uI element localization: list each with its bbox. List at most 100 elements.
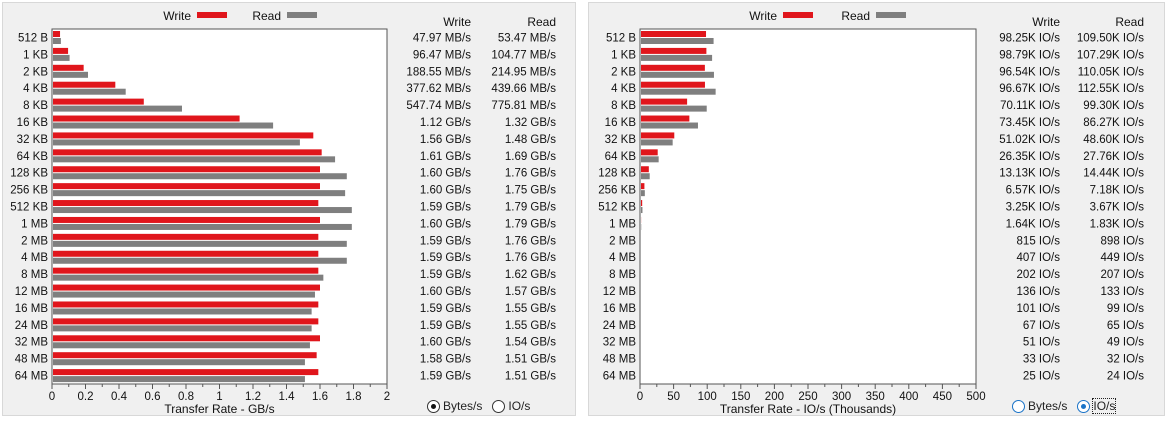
read-value: 207 IO/s <box>1101 269 1145 281</box>
category-label: 2 MB <box>21 235 48 247</box>
category-label: 4 KB <box>611 83 636 95</box>
x-tick-label: 0.6 <box>145 391 161 403</box>
category-label: 1 KB <box>23 49 48 61</box>
read-value: 49 IO/s <box>1107 337 1144 349</box>
write-value: 815 IO/s <box>1017 235 1061 247</box>
category-label: 12 MB <box>603 286 637 298</box>
read-bar <box>641 156 659 162</box>
category-label: 256 KB <box>10 185 48 197</box>
read-bar <box>53 139 300 145</box>
write-value: 101 IO/s <box>1017 303 1061 315</box>
write-value: 13.13K IO/s <box>999 168 1060 180</box>
read-value: 27.76K IO/s <box>1083 151 1144 163</box>
read-value: 109.50K IO/s <box>1077 32 1144 44</box>
read-bar <box>53 308 312 314</box>
read-bar <box>53 156 335 162</box>
radio-dot[interactable] <box>1077 400 1090 413</box>
read-value: 133 IO/s <box>1101 286 1145 298</box>
x-tick-label: 0 <box>637 391 643 403</box>
read-bar <box>53 190 345 196</box>
bytes-radio-right[interactable]: Bytes/s <box>1012 399 1067 413</box>
read-value: 1.54 GB/s <box>505 337 556 349</box>
radio-dot[interactable] <box>427 400 440 413</box>
read-bar <box>53 292 315 298</box>
write-bar <box>53 31 60 37</box>
category-label: 512 KB <box>10 202 48 214</box>
read-value: 1.75 GB/s <box>505 185 556 197</box>
read-bar <box>53 325 312 331</box>
read-value: 1.83K IO/s <box>1090 218 1145 230</box>
read-value: 1.48 GB/s <box>505 134 556 146</box>
read-bar <box>641 207 642 213</box>
write-bar <box>53 318 318 324</box>
write-bar <box>53 65 84 71</box>
read-value: 3.67K IO/s <box>1090 202 1145 214</box>
write-value: 1.59 GB/s <box>420 235 471 247</box>
x-tick-label: 100 <box>698 391 717 403</box>
legend-write-label: Write <box>163 9 191 23</box>
write-value: 202 IO/s <box>1017 269 1061 281</box>
read-bar <box>53 275 323 281</box>
write-value: 1.60 GB/s <box>420 168 471 180</box>
read-bar <box>53 376 305 382</box>
io-radio-left[interactable]: IO/s <box>492 399 530 413</box>
read-value: 99 IO/s <box>1107 303 1144 315</box>
write-bar <box>641 183 644 189</box>
radio-dot[interactable] <box>492 400 505 413</box>
write-value: 67 IO/s <box>1023 320 1060 332</box>
write-value: 1.59 GB/s <box>420 252 471 264</box>
radio-dot[interactable] <box>1012 400 1025 413</box>
write-bar <box>641 200 642 206</box>
read-bar <box>641 89 716 95</box>
read-value: 214.95 MB/s <box>491 66 556 78</box>
read-bar <box>53 241 347 247</box>
read-value: 107.29K IO/s <box>1077 49 1144 61</box>
category-label: 24 MB <box>603 320 637 332</box>
category-label: 2 KB <box>611 66 636 78</box>
read-bar <box>53 342 310 348</box>
read-bar <box>53 173 347 179</box>
category-label: 512 KB <box>598 202 636 214</box>
write-bar <box>53 369 318 375</box>
category-label: 16 KB <box>605 117 637 129</box>
radio-label: Bytes/s <box>443 399 482 413</box>
category-label: 8 KB <box>611 100 636 112</box>
x-tick-label: 50 <box>667 391 680 403</box>
write-bar <box>53 285 320 291</box>
category-label: 32 MB <box>603 337 637 349</box>
write-value: 1.60 GB/s <box>420 337 471 349</box>
x-tick-label: 0 <box>49 391 55 403</box>
read-bar <box>53 207 352 213</box>
write-value: 96.47 MB/s <box>413 49 471 61</box>
read-value: 1.57 GB/s <box>505 286 556 298</box>
read-bar <box>53 258 347 264</box>
write-value: 70.11K IO/s <box>1000 100 1060 112</box>
legend-read-swatch <box>287 12 317 18</box>
category-label: 48 MB <box>603 354 637 366</box>
bytes-radio-left[interactable]: Bytes/s <box>427 399 482 413</box>
x-axis-label: Transfer Rate - IO/s (Thousands) <box>720 402 896 416</box>
category-label: 256 KB <box>598 185 636 197</box>
category-label: 4 MB <box>21 252 48 264</box>
unit-radio-group-right: Bytes/s IO/s <box>1012 399 1125 413</box>
read-bar <box>641 190 645 196</box>
x-tick-label: 0.2 <box>78 391 94 403</box>
io-radio-right[interactable]: IO/s <box>1077 399 1115 413</box>
category-label: 64 KB <box>17 151 49 163</box>
category-label: 2 MB <box>609 235 636 247</box>
read-bar <box>641 55 712 61</box>
category-label: 512 B <box>18 32 48 44</box>
category-label: 16 MB <box>15 303 49 315</box>
read-value: 1.62 GB/s <box>505 269 556 281</box>
write-bar <box>53 200 318 206</box>
category-label: 1 KB <box>611 49 636 61</box>
legend-write-swatch <box>783 12 813 18</box>
x-tick-label: 450 <box>933 391 952 403</box>
read-value: 112.55K IO/s <box>1078 83 1145 95</box>
read-value: 1.69 GB/s <box>505 151 556 163</box>
category-label: 128 KB <box>10 168 48 180</box>
read-bar <box>641 173 650 179</box>
write-value: 96.54K IO/s <box>999 66 1060 78</box>
